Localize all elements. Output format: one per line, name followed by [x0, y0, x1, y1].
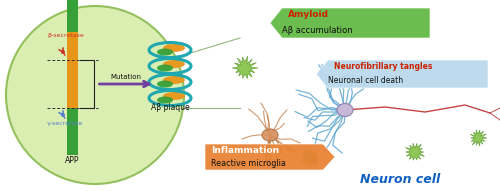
Ellipse shape [163, 92, 185, 100]
Polygon shape [470, 129, 487, 146]
Text: Neuronal cell death: Neuronal cell death [328, 76, 403, 85]
Polygon shape [316, 60, 488, 88]
Ellipse shape [337, 104, 353, 117]
Polygon shape [205, 144, 335, 170]
Text: Aβ accumulation: Aβ accumulation [282, 26, 352, 35]
Text: Neuron cell: Neuron cell [360, 173, 440, 186]
Text: Reactive microglia: Reactive microglia [211, 159, 286, 168]
Ellipse shape [62, 51, 64, 53]
Polygon shape [406, 143, 424, 160]
Bar [66, 0, 78, 32]
Text: Aβ plaque: Aβ plaque [150, 103, 190, 112]
Ellipse shape [6, 6, 184, 184]
Ellipse shape [157, 65, 173, 71]
Ellipse shape [163, 76, 185, 84]
Ellipse shape [157, 96, 173, 104]
Polygon shape [270, 8, 430, 38]
Text: γ-secretase: γ-secretase [47, 121, 84, 126]
Text: β-secretase: β-secretase [47, 33, 84, 38]
Bar [66, 32, 78, 108]
Bar [66, 108, 78, 155]
Ellipse shape [157, 80, 173, 87]
Ellipse shape [157, 49, 173, 56]
Ellipse shape [262, 129, 278, 141]
Polygon shape [300, 148, 319, 167]
Ellipse shape [62, 114, 64, 116]
Text: Inflammation: Inflammation [211, 146, 279, 155]
Ellipse shape [163, 44, 185, 52]
Text: Amyloid: Amyloid [288, 10, 329, 19]
Text: Mutation: Mutation [110, 74, 142, 80]
Polygon shape [232, 56, 258, 79]
Text: Neurofibrillary tangles: Neurofibrillary tangles [334, 62, 432, 71]
Text: APP: APP [65, 156, 80, 165]
Ellipse shape [163, 60, 185, 68]
